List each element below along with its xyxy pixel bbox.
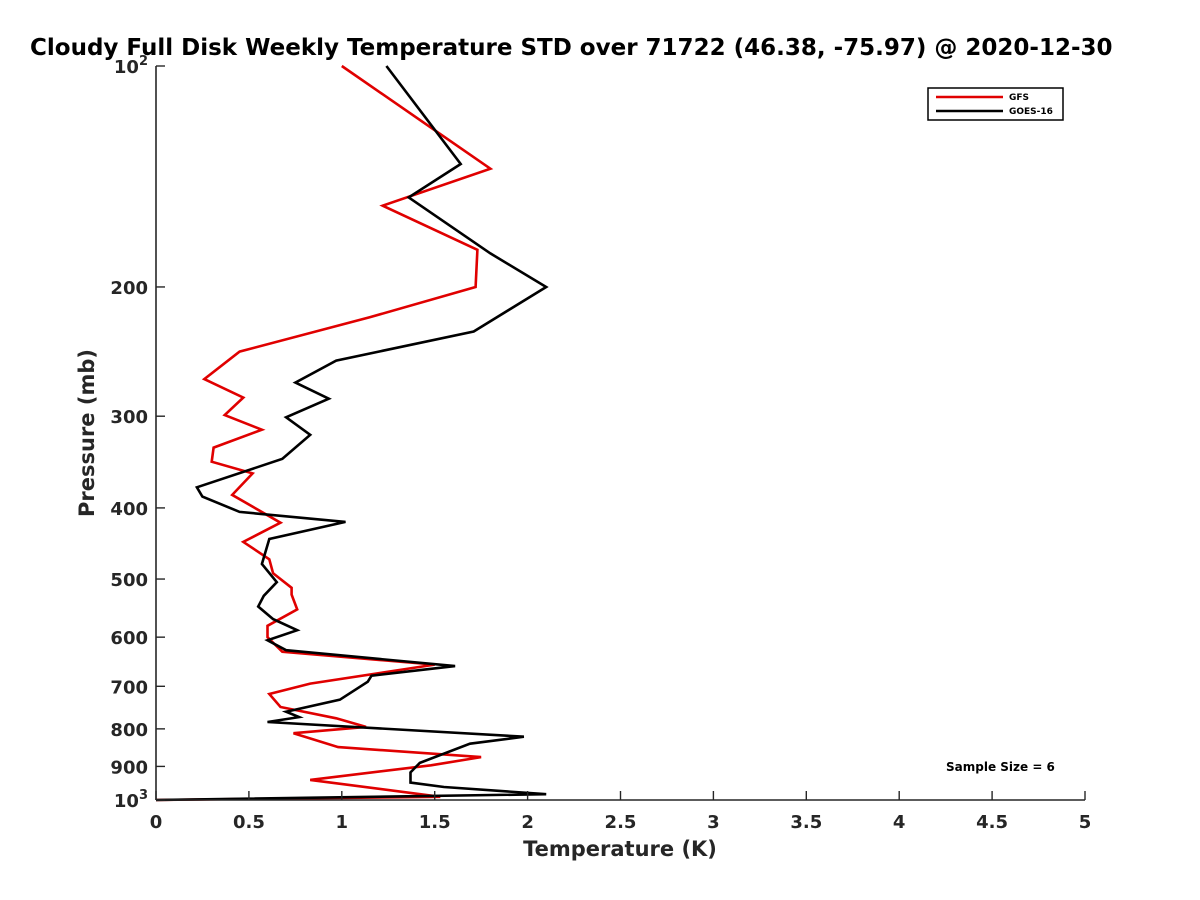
x-ticks: 0 0.5 1 1.5 2 2.5 3 3.5 4 4.5 5 [150,791,1092,833]
series-line-goes-16 [155,65,549,802]
legend: GFS GOES-16 [927,87,1064,121]
y-tick-label-base: 300 [110,407,148,428]
y-tick-label: 600 [110,628,148,649]
sample-size-annotation: Sample Size = 6 [946,760,1055,774]
y-tick-label-exponent: 2 [139,54,148,69]
y-tick-label-base: 10 [114,791,139,812]
y-tick-label-exponent: 3 [139,788,148,803]
y-tick-label: 500 [110,570,148,591]
x-tick-label: 5 [1079,812,1092,833]
y-tick-label-base: 500 [110,570,148,591]
x-axis-label: Temperature (K) [523,837,717,861]
y-tick-label: 400 [110,499,148,520]
y-tick-label-base: 200 [110,278,148,299]
x-tick-label: 2 [521,812,534,833]
x-tick-label: 1 [336,812,349,833]
y-axis-label: Pressure (mb) [75,349,99,517]
y-tick-label-base: 700 [110,677,148,698]
x-tick-label: 1.5 [419,812,451,833]
y-tick-label-base: 900 [110,757,148,778]
x-tick-label: 3 [707,812,720,833]
y-tick-label: 700 [110,677,148,698]
y-tick-label: 800 [110,720,148,741]
y-tick-label: 900 [110,757,148,778]
x-tick-label: 0 [150,812,163,833]
chart-title: Cloudy Full Disk Weekly Temperature STD … [30,35,1113,61]
y-tick-label-base: 600 [110,628,148,649]
x-tick-label: 3.5 [790,812,822,833]
y-tick-label-base: 800 [110,720,148,741]
legend-label-goes16: GOES-16 [1009,107,1053,117]
series-layer [155,64,549,802]
y-tick-label-base: 10 [114,57,139,78]
x-tick-label: 4.5 [976,812,1008,833]
legend-label-gfs: GFS [1009,93,1029,103]
y-tick-label: 102 [114,54,148,78]
y-tick-label: 300 [110,407,148,428]
series-line-gfs [155,64,494,802]
x-tick-label: 2.5 [605,812,637,833]
y-tick-label: 200 [110,278,148,299]
y-tick-label-base: 400 [110,499,148,520]
x-tick-label: 4 [893,812,906,833]
legend-box [927,87,1064,121]
x-tick-label: 0.5 [233,812,265,833]
y-tick-label: 103 [114,788,148,812]
